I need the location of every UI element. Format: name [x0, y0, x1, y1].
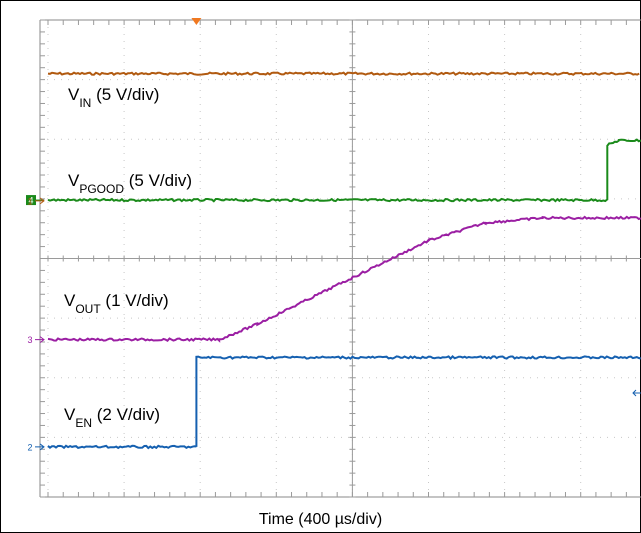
- channel-2-marker-label: 2: [27, 442, 32, 452]
- channel-3-marker-label: 3: [27, 335, 32, 345]
- channel-4-marker-box: [26, 195, 36, 206]
- trace-ven: [47, 355, 641, 450]
- x-axis-label: Time (400 µs/div): [258, 511, 383, 528]
- trace-label-vin: VIN (5 V/div): [68, 85, 159, 110]
- right-edge-channel-arrow: [632, 389, 641, 397]
- channel-4-marker-label: 4: [28, 196, 33, 206]
- channel-2-marker-arrow: [35, 443, 45, 451]
- trace-vpgood: [47, 138, 641, 203]
- channel-1-marker-label: 1: [27, 196, 32, 206]
- trace-label-ven: VEN (2 V/div): [64, 405, 160, 430]
- trace-label-vpgood: VPGOOD (5 V/div): [68, 171, 192, 196]
- channel-1-marker-arrow: [35, 197, 45, 205]
- trigger-position-marker: [191, 18, 202, 25]
- trace-label-vout: VOUT (1 V/div): [64, 291, 169, 316]
- trace-vin: [47, 71, 640, 77]
- channel-3-marker-arrow: [35, 336, 45, 343]
- trace-vout: [47, 215, 641, 343]
